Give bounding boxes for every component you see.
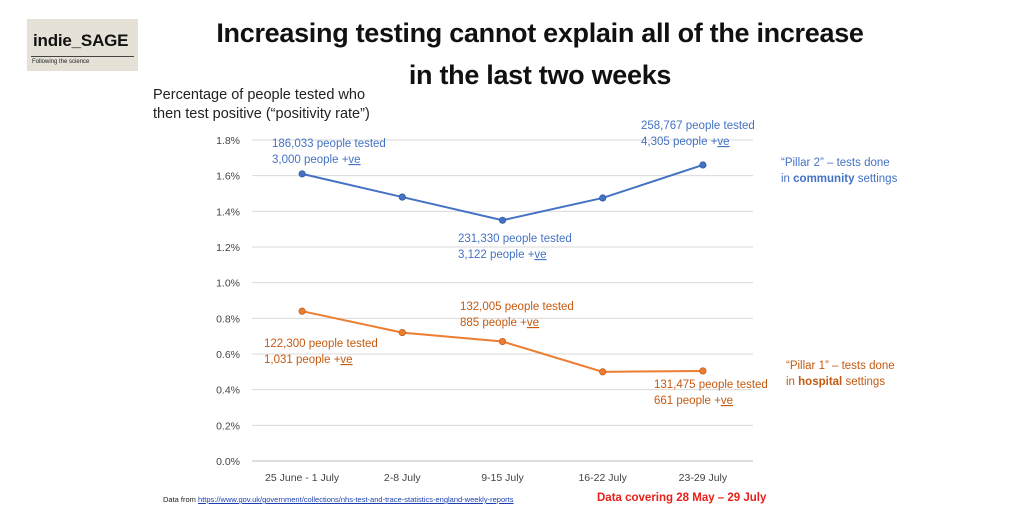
x-tick-label: 9-15 July xyxy=(481,472,524,484)
data-point-pillar2 xyxy=(599,194,607,202)
series-label-pillar2: “Pillar 2” – tests done xyxy=(781,157,890,169)
logo-divider xyxy=(31,56,134,57)
chart-title: Increasing testing cannot explain all of… xyxy=(170,12,910,96)
x-tick-label: 23-29 July xyxy=(679,472,728,484)
y-tick-label: 1.0% xyxy=(216,278,240,290)
data-point-pillar1 xyxy=(498,337,507,346)
indie-sage-logo: indie_SAGE Following the science xyxy=(27,19,138,71)
series-label-setting-pillar1: in hospital settings xyxy=(786,376,885,388)
data-coverage-note: Data covering 28 May – 29 July xyxy=(597,492,767,504)
annotation-tested: 231,330 people tested xyxy=(458,233,572,245)
title-line-2: in the last two weeks xyxy=(408,60,672,90)
title-line-1: Increasing testing cannot explain all of… xyxy=(216,18,864,48)
series-label-setting-pillar2: in community settings xyxy=(781,173,898,185)
series-line-pillar2 xyxy=(301,164,704,222)
y-tick-label: 0.6% xyxy=(216,349,240,361)
x-tick-label: 2-8 July xyxy=(384,472,422,484)
source-note: Data from https://www.gov.uk/government/… xyxy=(163,495,513,504)
y-tick-label: 0.4% xyxy=(216,385,240,397)
source-prefix: Data from xyxy=(163,495,196,504)
annotation-positive: 4,305 people +ve xyxy=(641,136,730,148)
annotation-tested: 131,475 people tested xyxy=(654,379,768,391)
data-point-pillar1 xyxy=(298,307,306,315)
series-label-pillar1: “Pillar 1” – tests done xyxy=(786,360,895,372)
y-tick-label: 1.2% xyxy=(216,242,240,254)
data-point-pillar1 xyxy=(599,368,607,376)
y-tick-label: 0.0% xyxy=(216,456,240,468)
annotation-tested: 258,767 people tested xyxy=(641,120,755,132)
y-tick-label: 1.4% xyxy=(216,206,240,218)
source-link[interactable]: https://www.gov.uk/government/collection… xyxy=(198,495,514,504)
data-point-pillar2 xyxy=(298,170,306,178)
y-axis-label: Percentage of people tested who then tes… xyxy=(153,86,370,124)
x-tick-label: 25 June - 1 July xyxy=(265,472,340,484)
y-tick-label: 1.6% xyxy=(216,171,240,183)
y-tick-label: 0.2% xyxy=(216,420,240,432)
y-axis-label-line-2: then test positive (“positivity rate”) xyxy=(153,106,370,122)
annotation-positive: 3,122 people +ve xyxy=(458,249,547,261)
data-point-pillar2 xyxy=(699,161,707,169)
data-point-pillar1 xyxy=(699,367,707,375)
y-tick-label: 0.8% xyxy=(216,313,240,325)
logo-tagline: Following the science xyxy=(32,59,90,65)
annotation-positive: 1,031 people +ve xyxy=(264,354,353,366)
annotation-positive: 885 people +ve xyxy=(460,317,539,329)
data-point-pillar2 xyxy=(498,216,507,224)
data-point-pillar1 xyxy=(398,329,406,337)
x-tick-label: 16-22 July xyxy=(578,472,627,484)
logo-name: indie_SAGE xyxy=(33,31,129,50)
y-tick-label: 1.8% xyxy=(216,135,240,147)
annotation-tested: 132,005 people tested xyxy=(460,301,574,313)
y-axis-label-line-1: Percentage of people tested who xyxy=(153,87,366,103)
annotation-tested: 122,300 people tested xyxy=(264,338,378,350)
data-point-pillar2 xyxy=(398,193,406,201)
annotation-positive: 661 people +ve xyxy=(654,395,733,407)
annotation-tested: 186,033 people tested xyxy=(272,138,386,150)
annotation-positive: 3,000 people +ve xyxy=(272,154,361,166)
